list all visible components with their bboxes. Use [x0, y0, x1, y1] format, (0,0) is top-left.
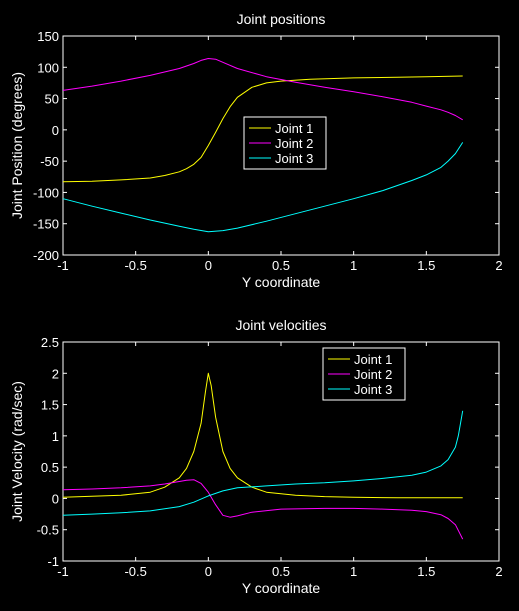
series-line-joint-1 [62, 75, 463, 183]
x-tick-label: 2 [495, 258, 502, 273]
x-tick-label: 1.5 [417, 564, 435, 579]
y-tick-label: -50 [40, 154, 59, 169]
y-tick-label: -0.5 [37, 523, 59, 538]
y-tick-label: -1 [47, 554, 59, 569]
x-tick-label: 0 [205, 258, 212, 273]
positions-chart: -1 -0.5 0 0.5 1 1.5 2 -200 -150 -100 -50 0 50 100 150 J… [9, 11, 503, 290]
legend-label: Joint 1 [275, 121, 313, 136]
x-tick-label: 1.5 [417, 258, 435, 273]
y-tick-label: 100 [37, 60, 59, 75]
series-line-joint-2 [62, 479, 464, 540]
x-tick-label: -0.5 [124, 564, 146, 579]
x-tick-label: -1 [57, 258, 69, 273]
x-tick-label: 2 [495, 564, 502, 579]
y-tick-label: 50 [45, 92, 59, 107]
series-line-joint-2 [62, 58, 463, 121]
legend-box [243, 116, 327, 170]
x-axis-label: Y coordinate [242, 580, 321, 596]
y-tick-label: 0.5 [41, 460, 59, 475]
x-tick-label: 0.5 [272, 258, 290, 273]
x-tick-label: -0.5 [124, 258, 146, 273]
x-axis-label: Y coordinate [242, 274, 321, 290]
y-tick-label: -100 [33, 185, 59, 200]
y-tick-label: -150 [33, 217, 59, 232]
x-tick-label: 1 [350, 258, 357, 273]
y-tick-label: 1.5 [41, 398, 59, 413]
x-tick-label: 0.5 [272, 564, 290, 579]
axes-box [62, 341, 500, 562]
x-tick-label: 0 [205, 564, 212, 579]
x-tick-label: 1 [350, 564, 357, 579]
legend-label: Joint 2 [354, 367, 392, 382]
series-line-joint-3 [62, 142, 464, 233]
legend-label: Joint 3 [354, 382, 392, 397]
legend-label: Joint 3 [275, 151, 313, 166]
y-tick-label: 2.5 [41, 335, 59, 350]
chart-title: Joint velocities [235, 317, 326, 333]
y-axis-label: Joint Velocity (rad/sec) [9, 381, 25, 522]
y-axis-label: Joint Position (degrees) [9, 72, 25, 219]
y-tick-label: 150 [37, 29, 59, 44]
y-tick-label: 2 [52, 366, 59, 381]
y-tick-label: -200 [33, 248, 59, 263]
legend-label: Joint 1 [354, 352, 392, 367]
y-tick-label: 0 [52, 491, 59, 506]
velocities-chart: -1 -0.5 0 0.5 1 1.5 2 -1 -0.5 0 0.5 1 1.5 2 2.5 Joint v… [9, 317, 503, 596]
y-tick-label: 0 [52, 123, 59, 138]
x-tick-label: -1 [57, 564, 69, 579]
legend-label: Joint 2 [275, 136, 313, 151]
series-line-joint-3 [62, 410, 464, 516]
chart-title: Joint positions [237, 11, 326, 27]
y-tick-label: 1 [52, 429, 59, 444]
